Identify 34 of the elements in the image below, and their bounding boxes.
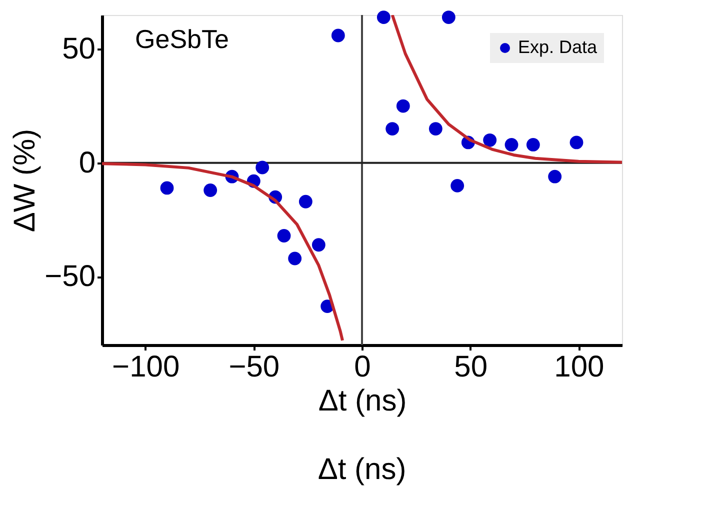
x-tick-label: −100 — [112, 350, 180, 384]
y-axis-title: ΔW (%) — [8, 128, 42, 232]
point — [386, 122, 400, 136]
x-tick-label: 0 — [354, 350, 371, 384]
text: Δt (ns) — [318, 453, 406, 486]
point — [331, 28, 345, 42]
point — [256, 160, 270, 174]
x-axis-title: Δt (ns) — [318, 384, 407, 418]
point — [450, 178, 464, 192]
point — [312, 238, 326, 252]
x-tick-label: −50 — [228, 350, 280, 384]
point — [428, 122, 442, 136]
point — [376, 10, 390, 24]
y-tick-label: −50 — [44, 260, 96, 294]
point — [160, 181, 174, 195]
point — [526, 138, 540, 152]
point — [298, 194, 312, 208]
annotation: GeSbTe — [135, 24, 229, 54]
point — [396, 99, 410, 113]
point — [442, 10, 456, 24]
point — [288, 252, 302, 266]
legend-label: Exp. Data — [518, 37, 598, 57]
x-tick-label: 50 — [454, 350, 488, 384]
y-tick-label: 0 — [78, 146, 96, 180]
point — [548, 170, 562, 184]
y-tick-label: 50 — [62, 32, 96, 66]
line-series — [102, 162, 344, 342]
point — [504, 138, 518, 152]
x-tick-label: 100 — [554, 350, 604, 384]
point — [204, 184, 218, 197]
point — [483, 133, 497, 147]
point — [570, 136, 584, 150]
line-series — [390, 15, 622, 164]
point — [277, 229, 291, 242]
